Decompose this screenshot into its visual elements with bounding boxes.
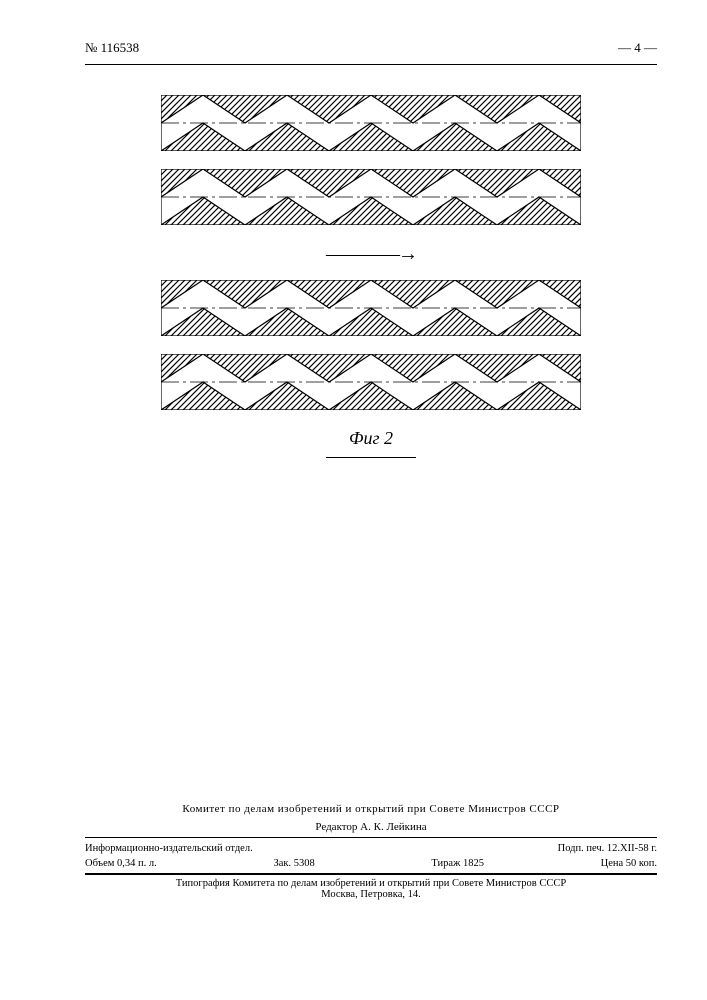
footer-price: Цена 50 коп. <box>601 858 657 869</box>
page-footer: Комитет по делам изобретений и открытий … <box>85 803 657 900</box>
footer-order: Зак. 5308 <box>273 858 314 869</box>
strip-pair-2 <box>161 169 581 225</box>
strip-pair-1 <box>161 95 581 151</box>
footer-typography: Типография Комитета по делам изобретений… <box>85 878 657 889</box>
figure-2: ————→ Фиг 2 <box>161 95 581 458</box>
patent-number: № 116538 <box>85 40 139 56</box>
header-rule <box>85 64 657 65</box>
strip-pair-4 <box>161 354 581 410</box>
footer-date: Подп. печ. 12.XII-58 г. <box>558 843 657 854</box>
direction-arrow: ————→ <box>161 243 581 266</box>
footer-edition: Тираж 1825 <box>431 858 484 869</box>
strip-pair-3 <box>161 280 581 336</box>
footer-address: Москва, Петровка, 14. <box>85 889 657 900</box>
footer-rule-1 <box>85 837 657 838</box>
footer-committee: Комитет по делам изобретений и открытий … <box>85 803 657 815</box>
strip-group-bottom <box>161 280 581 410</box>
footer-row-1: Информационно-издательский отдел. Подп. … <box>85 841 657 856</box>
strip-group-top <box>161 95 581 225</box>
footer-dept: Информационно-издательский отдел. <box>85 843 253 854</box>
footer-rule-2 <box>85 873 657 875</box>
footer-volume: Объем 0,34 п. л. <box>85 858 157 869</box>
page-header: № 116538 — 4 — <box>55 15 687 61</box>
figure-label: Фиг 2 <box>161 428 581 449</box>
page-content: № 116538 — 4 — ————→ Фиг 2 Комитет по де… <box>55 15 687 985</box>
page-number: — 4 — <box>618 40 657 56</box>
footer-editor: Редактор А. К. Лейкина <box>85 821 657 833</box>
figure-rule <box>326 457 416 458</box>
footer-row-2: Объем 0,34 п. л. Зак. 5308 Тираж 1825 Це… <box>85 856 657 871</box>
